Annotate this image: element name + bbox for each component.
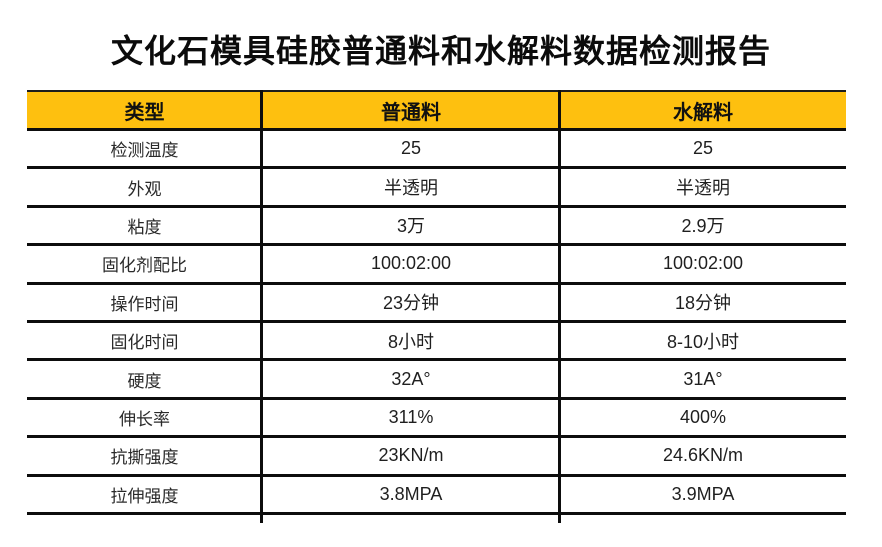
row-label: 固化剂配比 [102, 256, 187, 276]
hydrolyzed-value: 18分钟 [674, 293, 732, 314]
table-row-operating-time: 操作时间 23分钟 18分钟 [27, 285, 846, 323]
row-label: 拉伸强度 [110, 486, 179, 506]
row-label: 固化时间 [110, 333, 179, 353]
table-row-hardness: 硬度 32A° 31A° [27, 361, 846, 400]
ordinary-value: 8小时 [387, 331, 434, 352]
column-divider-1 [260, 90, 263, 523]
table-row-curing-agent-ratio: 固化剂配比 100:02:00 100:02:00 [27, 246, 846, 285]
ordinary-value: 半透明 [384, 178, 438, 199]
ordinary-value: 311% [388, 406, 434, 427]
hydrolyzed-value: 半透明 [676, 178, 730, 199]
ordinary-value: 3万 [396, 216, 425, 237]
hydrolyzed-value: 8-10小时 [666, 331, 740, 352]
table-row-tear-strength: 抗撕强度 23KN/m 24.6KN/m [27, 438, 846, 477]
row-label: 操作时间 [110, 294, 179, 314]
ordinary-value: 100:02:00 [370, 253, 452, 274]
hydrolyzed-value: 31A° [683, 368, 723, 389]
ordinary-value: 32A° [391, 368, 431, 389]
ordinary-value: 3.8MPA [379, 483, 443, 504]
table-row-viscosity: 粘度 3万 2.9万 [27, 208, 846, 247]
hydrolyzed-value: 400% [679, 406, 727, 427]
header-hydrolyzed-material: 水解料 [673, 101, 733, 124]
table-row-curing-time: 固化时间 8小时 8-10小时 [27, 323, 846, 362]
table-row-tensile-strength: 拉伸强度 3.8MPA 3.9MPA [27, 477, 846, 515]
hydrolyzed-value: 24.6KN/m [662, 445, 744, 466]
data-table: 类型 普通料 水解料 检测温度 25 25 外观 半透明 半透明 粘度 3万 2… [27, 90, 846, 523]
table-header-row: 类型 普通料 水解料 [27, 92, 846, 131]
hydrolyzed-value: 25 [692, 138, 714, 159]
row-label: 抗撕强度 [110, 448, 179, 468]
header-type: 类型 [124, 101, 165, 124]
page-title: 文化石模具硅胶普通料和水解料数据检测报告 [110, 33, 771, 69]
table-row-appearance: 外观 半透明 半透明 [27, 169, 846, 208]
table-row-elongation: 伸长率 311% 400% [27, 400, 846, 439]
ordinary-value: 23分钟 [382, 293, 440, 314]
header-ordinary-material: 普通料 [381, 101, 441, 124]
ordinary-value: 23KN/m [378, 445, 444, 466]
row-label: 伸长率 [119, 409, 170, 429]
ordinary-value: 25 [400, 138, 422, 159]
row-label: 粘度 [127, 217, 162, 237]
row-label: 外观 [127, 179, 162, 199]
row-label: 检测温度 [110, 141, 179, 161]
column-divider-2 [558, 90, 561, 523]
row-label: 硬度 [127, 371, 162, 391]
hydrolyzed-value: 100:02:00 [662, 253, 744, 274]
hydrolyzed-value: 3.9MPA [671, 483, 735, 504]
table-row-temperature: 检测温度 25 25 [27, 131, 846, 170]
hydrolyzed-value: 2.9万 [681, 216, 725, 237]
